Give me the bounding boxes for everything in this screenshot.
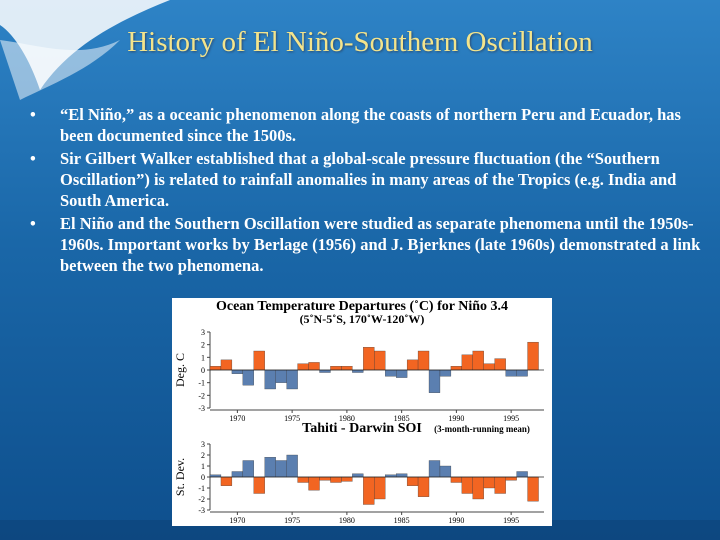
area-segment — [439, 369, 452, 377]
y-tick-label: 1 — [201, 353, 205, 362]
area-segment — [450, 366, 463, 371]
area-segment — [308, 476, 320, 491]
y-tick-label: 0 — [201, 473, 205, 482]
area-segment — [417, 476, 430, 497]
area-segment — [352, 473, 364, 478]
x-tick-label: 1975 — [284, 414, 300, 423]
area-segment — [494, 358, 506, 371]
area-segment — [308, 362, 320, 371]
area-segment — [297, 363, 309, 371]
y-tick-label: -1 — [198, 379, 205, 388]
x-tick-label: 1980 — [339, 516, 355, 525]
y-tick-label: -3 — [198, 404, 205, 413]
area-segment — [330, 366, 342, 371]
area-segment — [494, 476, 506, 494]
swoosh — [0, 40, 120, 100]
area-segment — [396, 369, 408, 378]
area-segment — [461, 476, 473, 494]
y-tick-label: 2 — [201, 341, 205, 350]
area-segment — [231, 471, 244, 478]
area-segment — [505, 369, 517, 377]
area-segment — [286, 369, 298, 390]
area-segment — [264, 457, 276, 478]
area-segment — [363, 476, 375, 505]
x-tick-label: 1995 — [503, 414, 519, 423]
x-tick-label: 1970 — [229, 414, 245, 423]
area-segment — [417, 350, 430, 371]
x-tick-label: 1995 — [503, 516, 519, 525]
figure: Ocean Temperature Departures (˚C) for Ni… — [172, 298, 552, 526]
area-segment — [242, 460, 254, 478]
x-tick-label: 1990 — [448, 516, 464, 525]
y-tick-label: -1 — [198, 484, 205, 493]
area-segment — [439, 465, 452, 478]
area-segment — [483, 476, 495, 489]
x-tick-label: 1975 — [284, 516, 300, 525]
y-tick-label: 2 — [201, 451, 205, 460]
slide-title: History of El Niño-Southern Oscillation — [127, 26, 593, 58]
area-segment — [396, 473, 408, 478]
area-segment — [374, 350, 386, 371]
y-tick-label: 3 — [201, 440, 205, 449]
bullet: El Niño and the Southern Oscillation wer… — [30, 213, 702, 276]
y-tick-label: -2 — [198, 495, 205, 504]
area-segment — [275, 369, 287, 383]
x-tick-label: 1970 — [229, 516, 245, 525]
area-segment — [242, 369, 254, 386]
area-segment — [297, 476, 309, 483]
area-segment — [374, 476, 386, 500]
area-segment — [472, 350, 484, 371]
x-tick-label: 1980 — [339, 414, 355, 423]
x-tick-label: 1990 — [448, 414, 464, 423]
area-segment — [264, 369, 276, 390]
area-segment — [286, 454, 298, 478]
chart-title: Tahiti - Darwin SOI — [302, 421, 422, 436]
bullet: “El Niño,” as a oceanic phenomenon along… — [30, 104, 702, 146]
area-segment — [209, 366, 222, 371]
area-segment — [472, 476, 484, 500]
y-tick-label: 1 — [201, 462, 205, 471]
area-segment — [253, 350, 265, 371]
y-tick-label: -2 — [198, 391, 205, 400]
area-segment — [220, 359, 233, 371]
area-segment — [319, 476, 331, 481]
area-segment — [220, 476, 233, 486]
area-segment — [527, 476, 539, 502]
x-tick-label: 1985 — [394, 414, 410, 423]
area-segment — [461, 354, 473, 371]
area-segment — [385, 369, 397, 377]
area-segment — [483, 363, 495, 371]
chart-subtitle: (3-month-running mean) — [434, 424, 530, 434]
area-segment — [330, 476, 342, 483]
area-segment — [275, 460, 287, 478]
y-tick-label: 0 — [201, 366, 205, 375]
area-segment — [231, 369, 244, 374]
chart-title: Ocean Temperature Departures (˚C) for Ni… — [216, 299, 508, 314]
area-segment — [406, 476, 419, 486]
bullet-list: “El Niño,” as a oceanic phenomenon along… — [30, 104, 702, 278]
y-axis-label: Deg. C — [173, 353, 187, 387]
area-segment — [516, 369, 528, 377]
y-tick-label: 3 — [201, 328, 205, 337]
area-segment — [341, 366, 353, 371]
area-segment — [428, 460, 441, 478]
area-segment — [450, 476, 463, 483]
area-segment — [527, 341, 539, 371]
area-segment — [428, 369, 441, 393]
chart-subtitle: (5˚N-5˚S, 170˚W-120˚W) — [300, 312, 425, 326]
y-axis-label: St. Dev. — [173, 458, 187, 496]
x-tick-label: 1985 — [394, 516, 410, 525]
area-segment — [341, 476, 353, 482]
area-segment — [516, 471, 528, 478]
area-segment — [363, 347, 375, 371]
area-segment — [406, 359, 419, 371]
area-segment — [505, 476, 517, 481]
bullet: Sir Gilbert Walker established that a gl… — [30, 148, 702, 211]
area-segment — [253, 476, 265, 494]
y-tick-label: -3 — [198, 506, 205, 515]
